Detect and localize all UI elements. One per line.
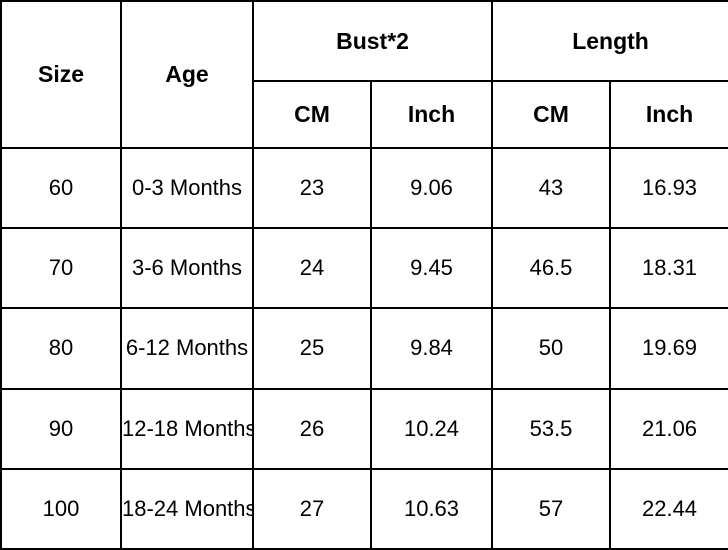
- header-size: Size: [0, 0, 122, 149]
- cell-bust-cm: 25: [252, 307, 372, 390]
- cell-size: 90: [0, 387, 122, 470]
- cell-size: 70: [0, 227, 122, 310]
- cell-age: 0-3 Months: [120, 146, 254, 230]
- header-length-cm: CM: [491, 80, 612, 149]
- cell-age: 12-18 Months: [120, 387, 254, 470]
- cell-bust-inch: 10.63: [369, 467, 494, 550]
- cell-bust-cm: 27: [252, 467, 372, 550]
- cell-length-cm: 53.5: [491, 387, 612, 470]
- cell-length-cm: 57: [491, 467, 612, 550]
- table-row: 70 3-6 Months 24 9.45 46.5 18.31: [0, 227, 728, 310]
- header-age: Age: [120, 0, 254, 149]
- cell-age: 3-6 Months: [120, 227, 254, 310]
- cell-length-cm: 46.5: [491, 227, 612, 310]
- header-length-inch: Inch: [609, 80, 728, 149]
- cell-bust-inch: 10.24: [369, 387, 494, 470]
- cell-length-inch: 18.31: [609, 227, 728, 310]
- table-row: 90 12-18 Months 26 10.24 53.5 21.06: [0, 387, 728, 470]
- cell-size: 80: [0, 307, 122, 390]
- cell-age: 6-12 Months: [120, 307, 254, 390]
- table-row: 80 6-12 Months 25 9.84 50 19.69: [0, 307, 728, 390]
- cell-bust-cm: 24: [252, 227, 372, 310]
- cell-bust-inch: 9.06: [369, 146, 494, 230]
- cell-length-inch: 22.44: [609, 467, 728, 550]
- table-row: 100 18-24 Months 27 10.63 57 22.44: [0, 467, 728, 550]
- table-row: 60 0-3 Months 23 9.06 43 16.93: [0, 146, 728, 230]
- header-bust-inch: Inch: [369, 80, 494, 149]
- header-bust-cm: CM: [252, 80, 372, 149]
- cell-bust-cm: 23: [252, 146, 372, 230]
- cell-bust-inch: 9.84: [369, 307, 494, 390]
- cell-bust-cm: 26: [252, 387, 372, 470]
- cell-age: 18-24 Months: [120, 467, 254, 550]
- cell-length-inch: 21.06: [609, 387, 728, 470]
- cell-bust-inch: 9.45: [369, 227, 494, 310]
- header-length: Length: [491, 0, 728, 82]
- cell-size: 100: [0, 467, 122, 550]
- header-bust: Bust*2: [251, 0, 494, 82]
- cell-length-inch: 16.93: [609, 146, 728, 230]
- cell-length-inch: 19.69: [609, 307, 728, 390]
- cell-size: 60: [0, 146, 122, 230]
- cell-length-cm: 50: [491, 307, 612, 390]
- cell-length-cm: 43: [491, 146, 612, 230]
